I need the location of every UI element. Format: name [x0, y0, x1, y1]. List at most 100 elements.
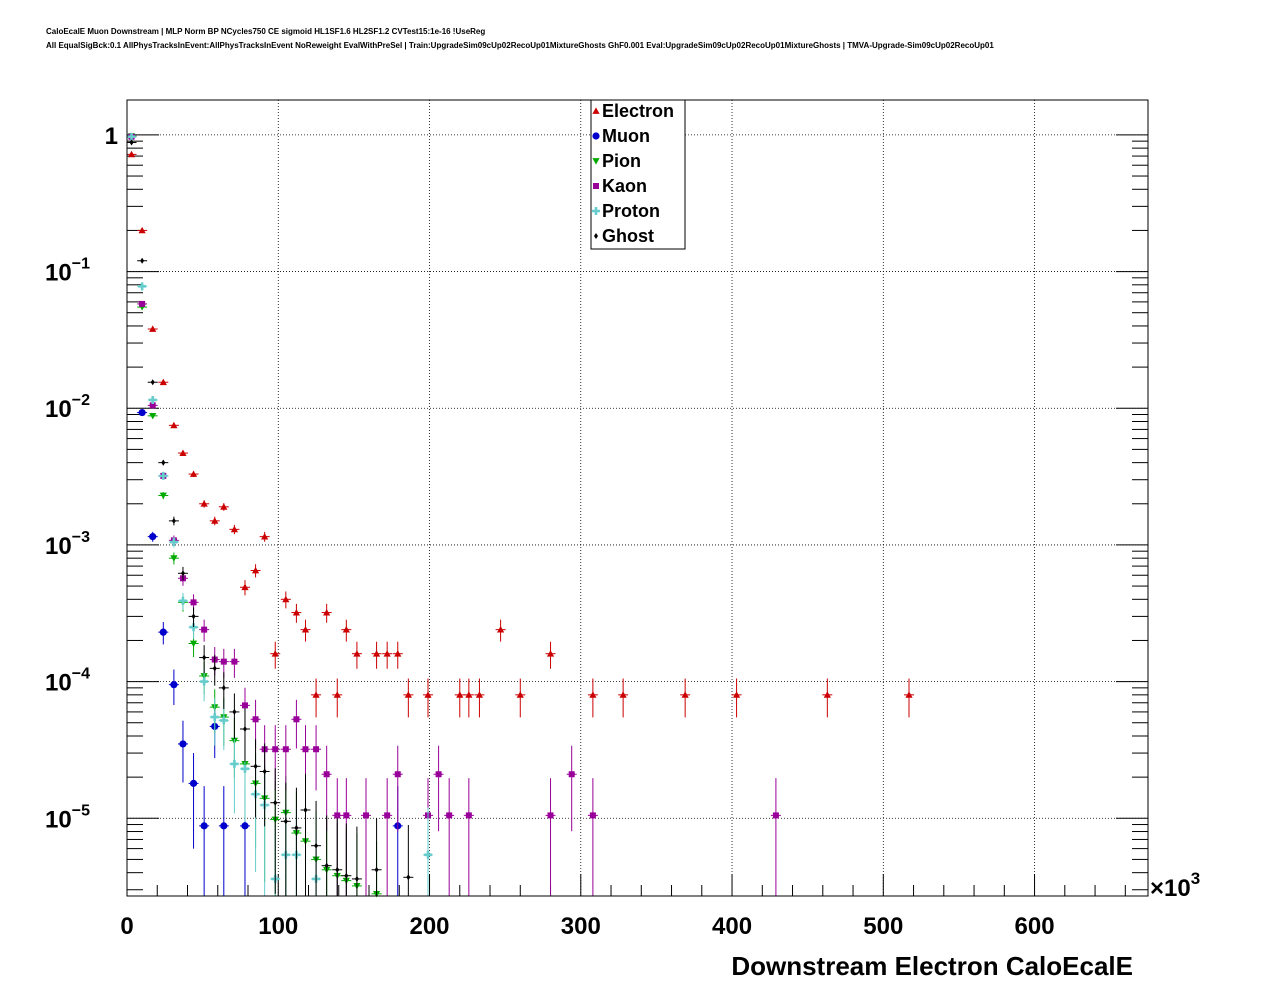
data-point [465, 691, 473, 698]
data-point [159, 378, 167, 386]
data-point [516, 691, 524, 698]
data-point [169, 538, 178, 547]
legend-entry-proton: Proton [592, 201, 660, 221]
data-point [301, 626, 310, 633]
data-point [210, 713, 219, 722]
x-tick-label: 600 [1015, 913, 1055, 940]
x-multiplier-base: ×10 [1150, 875, 1191, 902]
data-point [823, 691, 831, 698]
data-point [465, 812, 472, 819]
data-point [324, 862, 329, 869]
data-point [334, 812, 341, 819]
y-tick-base: 10 [45, 670, 72, 697]
x-tick-label: 300 [561, 913, 601, 940]
legend-marker [592, 107, 600, 114]
x-tick-label: 100 [258, 913, 298, 940]
data-point [546, 650, 555, 657]
y-tick-exp: −5 [72, 802, 90, 819]
data-point [362, 812, 369, 819]
data-point [148, 395, 157, 404]
data-point [282, 746, 289, 753]
data-point [221, 684, 226, 691]
data-point [568, 771, 575, 778]
data-point [404, 691, 412, 698]
data-point [273, 799, 278, 806]
y-tick-base: 10 [45, 806, 72, 833]
legend-label: Ghost [602, 226, 654, 246]
x-axis-multiplier: ×103 [1150, 869, 1200, 902]
data-point [435, 771, 442, 778]
data-point [140, 257, 145, 264]
data-point [170, 421, 178, 429]
data-point [323, 771, 330, 778]
y-tick-base: 1 [105, 123, 118, 150]
x-tick-label: 500 [863, 913, 903, 940]
data-point [170, 555, 178, 562]
data-point [283, 818, 288, 825]
data-point [293, 716, 300, 723]
data-point [335, 866, 340, 873]
data-point [394, 650, 402, 657]
legend-box [590, 99, 686, 250]
x-tick-label: 200 [409, 913, 449, 940]
y-tick-exp: −1 [72, 256, 90, 273]
legend-label: Pion [602, 151, 641, 171]
data-point [353, 650, 361, 657]
data-point [220, 822, 228, 830]
data-point [253, 763, 258, 770]
x-multiplier-exp: 3 [1191, 869, 1200, 888]
data-point [323, 608, 331, 616]
series-pion [126, 133, 382, 898]
data-point [149, 412, 157, 420]
data-point [681, 691, 689, 698]
y-tick-label: 10−3 [45, 529, 90, 560]
data-point [261, 533, 269, 540]
data-point [384, 812, 391, 819]
data-point [303, 806, 308, 813]
data-point [161, 459, 166, 466]
y-tick-exp: −4 [72, 666, 90, 683]
y-tick-label: 10−1 [45, 256, 90, 287]
data-point [231, 658, 238, 665]
data-point [344, 872, 349, 879]
data-point [589, 691, 597, 698]
data-point [619, 691, 627, 698]
data-point [294, 824, 299, 831]
legend-entry-pion: Pion [592, 151, 641, 171]
data-point [129, 139, 134, 146]
data-point [241, 702, 248, 709]
data-point [138, 226, 146, 234]
data-point [171, 517, 176, 524]
y-tick-base: 10 [45, 396, 72, 423]
legend-marker [592, 132, 600, 140]
data-point [343, 812, 350, 819]
y-tick-base: 10 [45, 533, 72, 560]
data-point [232, 708, 237, 715]
data-point [251, 566, 260, 574]
data-point [220, 658, 227, 665]
data-point [475, 691, 484, 698]
y-tick-labels: 110−110−210−310−410−5 [45, 123, 118, 833]
data-point [149, 402, 156, 409]
data-point [272, 746, 279, 753]
data-point [200, 822, 208, 830]
legend-label: Electron [602, 101, 674, 121]
data-point [242, 726, 247, 733]
y-tick-label: 10−4 [45, 666, 90, 697]
data-point [139, 300, 146, 307]
data-point [547, 812, 554, 819]
data-point [456, 691, 464, 698]
data-point [342, 626, 350, 633]
legend-entry-ghost: Ghost [594, 226, 654, 246]
data-point [424, 850, 433, 859]
data-point [159, 492, 167, 500]
data-point [190, 599, 197, 606]
y-tick-exp: −3 [72, 529, 90, 546]
data-point [202, 654, 207, 661]
data-point [170, 681, 178, 689]
legend-marker [592, 207, 600, 215]
data-point [220, 503, 228, 510]
data-point [189, 640, 198, 648]
data-point [394, 771, 401, 778]
